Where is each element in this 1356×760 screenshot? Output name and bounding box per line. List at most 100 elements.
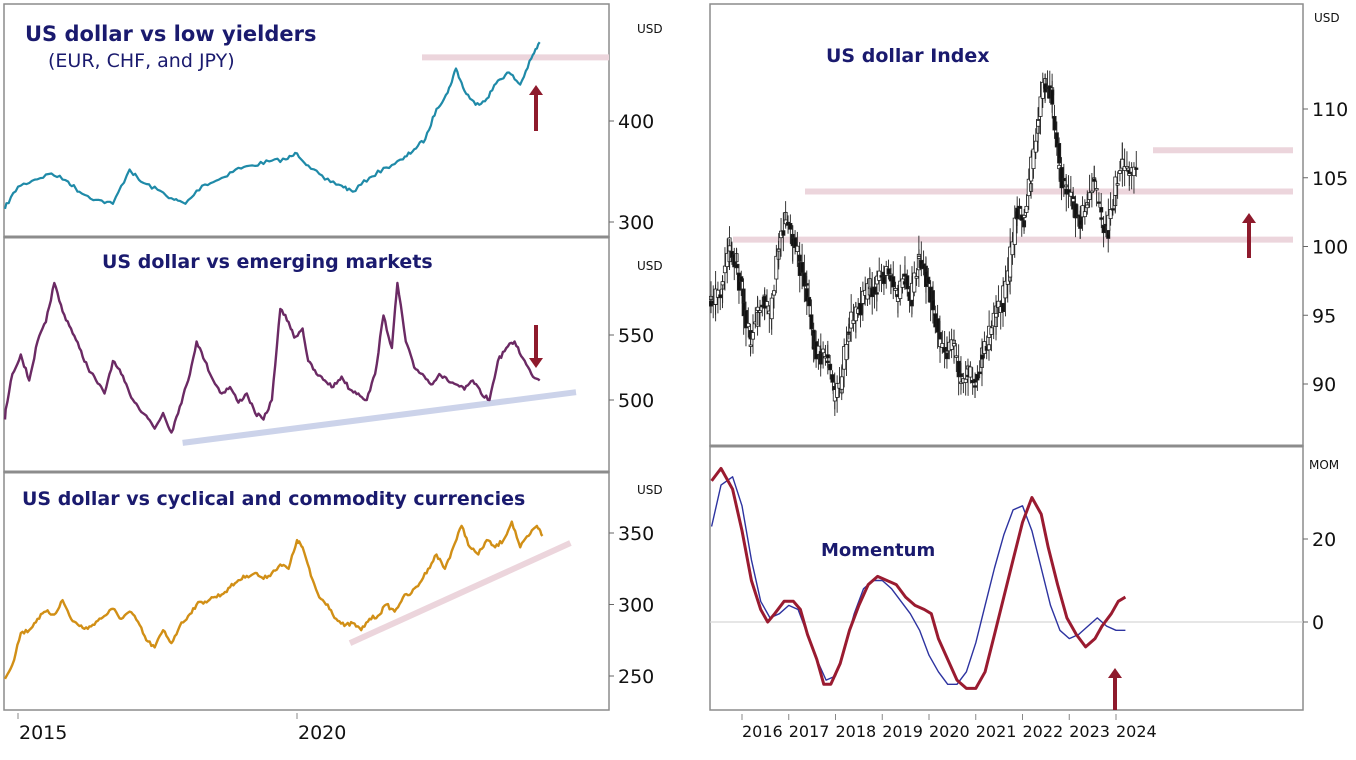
candle-body xyxy=(912,272,917,293)
candle-body xyxy=(1080,205,1085,218)
unit-label-emerging: USD xyxy=(637,259,663,273)
candle-body xyxy=(914,276,919,279)
arrow-up-momentum-head xyxy=(1108,668,1122,678)
candle-body xyxy=(774,255,779,280)
candle-body xyxy=(830,374,835,383)
dxy-ytick-label: 105 xyxy=(1312,168,1348,190)
candle-body xyxy=(743,310,748,329)
series-line-low-yielders xyxy=(3,41,541,210)
candle-body xyxy=(1085,204,1090,209)
candle-body xyxy=(931,299,936,311)
candle-body xyxy=(994,313,999,318)
candle-body xyxy=(816,345,821,355)
candle-body xyxy=(793,237,798,249)
title-momentum: Momentum xyxy=(821,540,935,561)
candle-body xyxy=(898,280,903,299)
unit-label-dxy: USD xyxy=(1314,11,1340,25)
candle-body xyxy=(1038,96,1043,117)
candle-body xyxy=(1089,190,1094,194)
candle-body xyxy=(1050,89,1055,105)
candle-body xyxy=(1131,166,1136,177)
candle-body xyxy=(1022,214,1027,219)
candle-body xyxy=(1010,241,1015,256)
candle-body xyxy=(858,302,863,316)
candle-body xyxy=(783,219,788,225)
candle-body xyxy=(1052,115,1057,131)
arrow-up-low-yielders-head xyxy=(529,85,543,95)
candle-body xyxy=(1059,167,1064,189)
series-line-cyclical xyxy=(3,520,544,680)
candle-body xyxy=(846,331,851,334)
momentum-ytick-label: 20 xyxy=(1312,529,1336,551)
candle-body xyxy=(977,371,982,375)
candle-body xyxy=(956,360,961,378)
candle-body xyxy=(853,306,858,322)
candle-body xyxy=(765,301,770,307)
candle-body xyxy=(835,383,840,398)
candle-body xyxy=(980,354,985,360)
candle-body xyxy=(902,273,907,277)
candle-body xyxy=(1015,207,1020,219)
candle-body xyxy=(1117,170,1122,174)
arrow-down-emerging-head xyxy=(529,358,543,368)
candle-body xyxy=(989,327,994,335)
candle-body xyxy=(781,230,786,236)
candle-body xyxy=(886,268,891,275)
candle-body xyxy=(1068,191,1073,197)
candle-body xyxy=(954,355,959,358)
candle-body xyxy=(851,319,856,324)
candle-body xyxy=(1036,120,1041,127)
candle-body xyxy=(872,286,877,295)
candle-body xyxy=(1054,132,1059,148)
candle-body xyxy=(804,288,809,302)
candle-body xyxy=(963,378,968,383)
candle-body xyxy=(1078,219,1083,226)
candle-body xyxy=(938,338,943,348)
candle-body xyxy=(800,262,805,274)
candle-body xyxy=(973,378,978,383)
xtick-label-2018: 2018 xyxy=(836,722,877,741)
candle-body xyxy=(952,343,957,347)
candle-body xyxy=(1071,198,1076,203)
candle-body xyxy=(1087,192,1092,200)
candle-body xyxy=(916,256,921,259)
candle-body xyxy=(788,222,793,230)
candle-body xyxy=(1115,183,1120,186)
candle-body xyxy=(722,265,727,274)
candle-body xyxy=(741,302,746,317)
xtick-label-2021: 2021 xyxy=(976,722,1017,741)
series-line-momentum-fast xyxy=(710,466,1127,690)
momentum-ytick-label: 0 xyxy=(1312,612,1324,634)
candle-body xyxy=(825,354,830,359)
dxy-ytick-label: 100 xyxy=(1312,237,1348,259)
candle-body xyxy=(1057,164,1062,170)
candle-body xyxy=(1094,188,1099,191)
title-cyclical: US dollar vs cyclical and commodity curr… xyxy=(22,488,525,510)
candle-body xyxy=(1017,205,1022,209)
low-yielders-ytick-label: 400 xyxy=(618,111,654,133)
candle-body xyxy=(718,294,723,299)
candle-body xyxy=(1101,224,1106,234)
candle-body xyxy=(1092,178,1097,182)
candle-body xyxy=(1024,205,1029,213)
candle-body xyxy=(893,288,898,291)
title-emerging: US dollar vs emerging markets xyxy=(102,251,433,273)
candle-body xyxy=(839,376,844,390)
emerging-ytick-label: 550 xyxy=(618,325,654,347)
panel-momentum-frame xyxy=(709,445,1304,711)
candle-body xyxy=(1113,176,1118,196)
candle-body xyxy=(996,300,1001,308)
candle-body xyxy=(945,350,950,354)
candle-body xyxy=(940,343,945,348)
candle-body xyxy=(1110,208,1115,211)
arrow-up-dxy-head xyxy=(1242,213,1256,223)
candle-body xyxy=(860,290,865,304)
cyclical-ytick-label: 350 xyxy=(618,523,654,545)
dxy-ytick-label: 90 xyxy=(1312,374,1336,396)
cyclical-ytick-label: 250 xyxy=(618,666,654,688)
xtick-label-2020: 2020 xyxy=(929,722,970,741)
dxy-ytick-label: 95 xyxy=(1312,305,1336,327)
candle-body xyxy=(1134,167,1139,170)
title-low-yielders: US dollar vs low yielders xyxy=(25,22,316,46)
candle-body xyxy=(1122,166,1127,171)
